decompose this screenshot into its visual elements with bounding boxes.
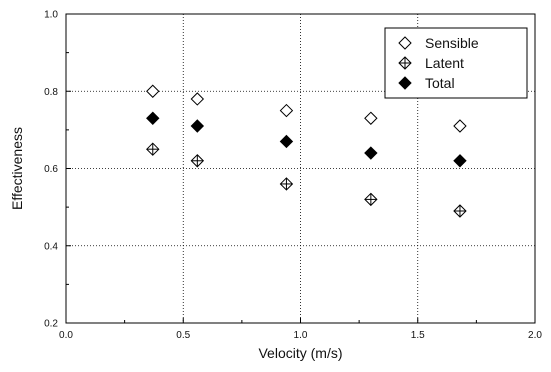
- legend: Sensible Latent Total: [384, 27, 528, 99]
- y-tick-label: 0.2: [44, 319, 58, 330]
- markers: [146, 84, 467, 218]
- x-tick-label: 1.5: [411, 330, 425, 341]
- y-tick-label: 0.8: [44, 87, 58, 98]
- total-data-point: [190, 119, 205, 133]
- x-tick-label: 1.0: [294, 330, 308, 341]
- sensible-data-point: [364, 111, 378, 125]
- x-tick-label: 0.5: [176, 330, 190, 341]
- legend-label-sensible: Sensible: [425, 35, 479, 51]
- legend-items: Sensible Latent Total: [398, 35, 479, 91]
- ticks: 0.0 0.5 1.0 1.5 2.0 0.2 0.4 0.6 0.8 1.0: [44, 10, 542, 342]
- legend-label-latent: Latent: [425, 55, 464, 71]
- y-axis-title: Effectiveness: [9, 127, 25, 210]
- x-tick-label: 2.0: [528, 330, 542, 341]
- sensible-data-point: [453, 119, 467, 133]
- latent-data-point: [190, 154, 205, 168]
- sensible-data-point: [279, 103, 294, 118]
- latent-data-point: [279, 177, 294, 191]
- legend-label-total: Total: [425, 75, 455, 91]
- y-tick-label: 0.4: [44, 241, 58, 252]
- latent-data-point: [453, 204, 467, 218]
- x-axis-title: Velocity (m/s): [258, 345, 342, 361]
- y-tick-label: 1.0: [44, 10, 58, 21]
- total-data-point: [146, 111, 160, 125]
- legend-marker-sensible: [398, 36, 412, 50]
- latent-data-point: [364, 192, 378, 207]
- y-tick-label: 0.6: [44, 164, 58, 175]
- sensible-data-point: [146, 84, 160, 98]
- legend-marker-latent: [398, 56, 412, 70]
- legend-marker-total: [398, 76, 412, 90]
- sensible-data-point: [190, 92, 205, 106]
- x-tick-label: 0.0: [59, 330, 73, 341]
- latent-data-point: [146, 142, 160, 156]
- total-data-point: [453, 154, 467, 168]
- total-data-point: [279, 134, 294, 149]
- total-data-point: [364, 146, 378, 160]
